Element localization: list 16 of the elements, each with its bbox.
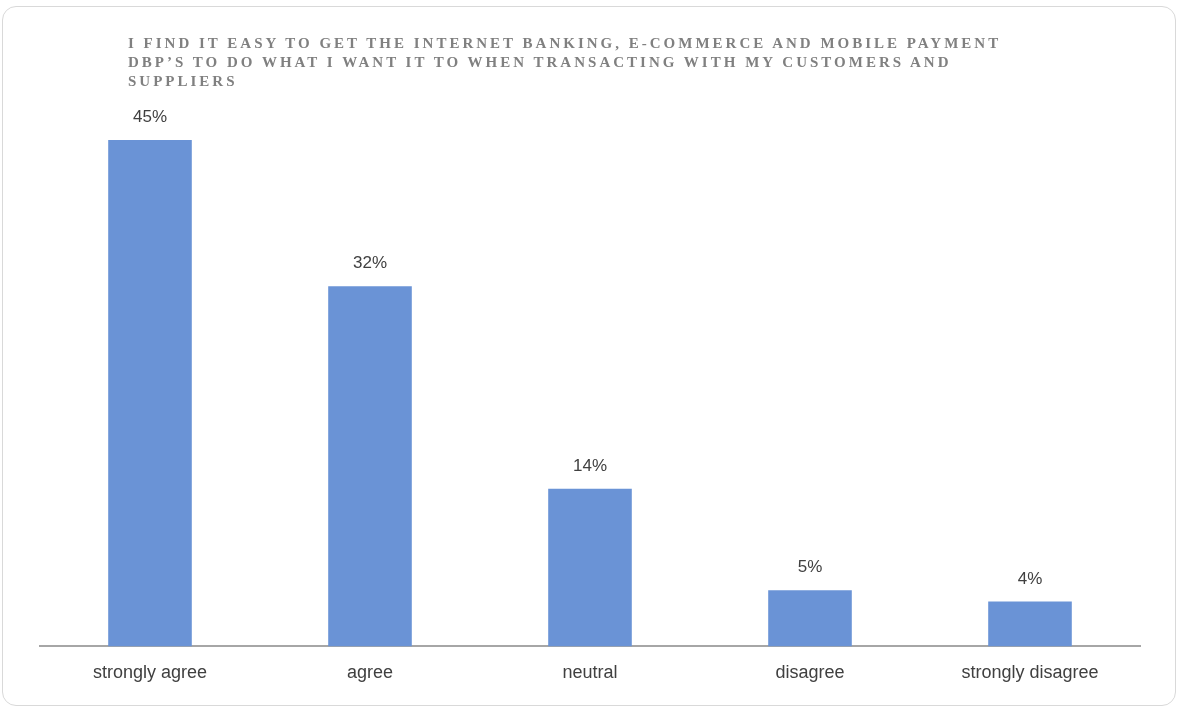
bar xyxy=(548,488,632,647)
bar xyxy=(328,286,412,647)
bar xyxy=(108,140,192,647)
x-tick-label: neutral xyxy=(562,662,618,683)
bar xyxy=(988,601,1072,647)
data-label: 32% xyxy=(352,253,388,273)
x-tick-label: agree xyxy=(346,662,394,683)
x-tick-label: strongly agree xyxy=(92,662,208,683)
data-label: 5% xyxy=(797,557,823,577)
data-label: 4% xyxy=(1017,568,1043,588)
data-label: 45% xyxy=(132,107,168,127)
data-label: 14% xyxy=(572,456,608,476)
x-tick-label: disagree xyxy=(775,662,845,683)
chart-title: I FIND IT EASY TO GET THE INTERNET BANKING, E-COMMERCE AND MOBILE PAYMENT DBP’S TO DO WHAT I WANT IT TO WHEN TRANSACTING WITH MY CUSTOMERS AND SUPPLIERS xyxy=(128,34,1002,91)
x-tick-label: strongly disagree xyxy=(961,662,1099,683)
bar xyxy=(768,590,852,647)
